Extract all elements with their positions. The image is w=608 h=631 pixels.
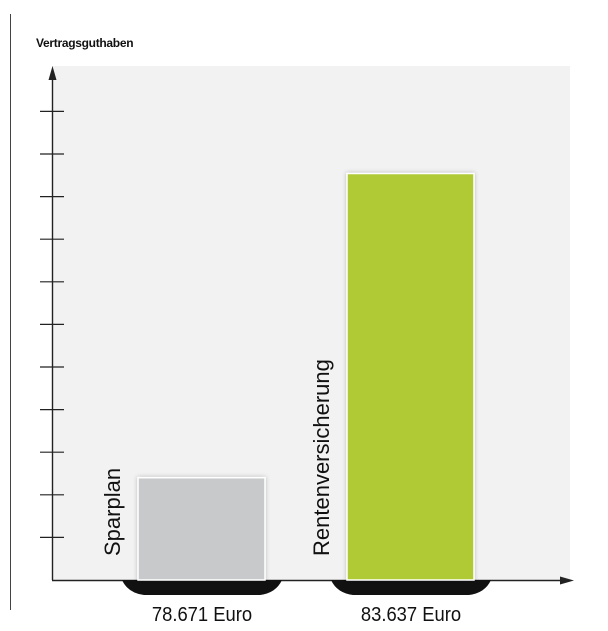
bar-base	[331, 580, 491, 595]
y-ticks	[40, 110, 64, 539]
bar-rentenversicherung	[346, 172, 475, 581]
y-axis-title: Vertragsguthaben	[36, 36, 134, 50]
bars: Sparplan Rentenversicherung	[100, 172, 491, 595]
category-label: Sparplan	[100, 468, 125, 556]
category-label: Rentenversicherung	[309, 359, 334, 556]
bar-base	[122, 580, 282, 595]
bar-sparplan	[137, 476, 266, 581]
value-label-sparplan: 78.671 Euro	[151, 604, 253, 626]
value-label-rentenversicherung: 83.637 Euro	[360, 604, 462, 626]
y-axis-arrow	[48, 66, 57, 80]
x-axis-arrow	[560, 576, 574, 585]
